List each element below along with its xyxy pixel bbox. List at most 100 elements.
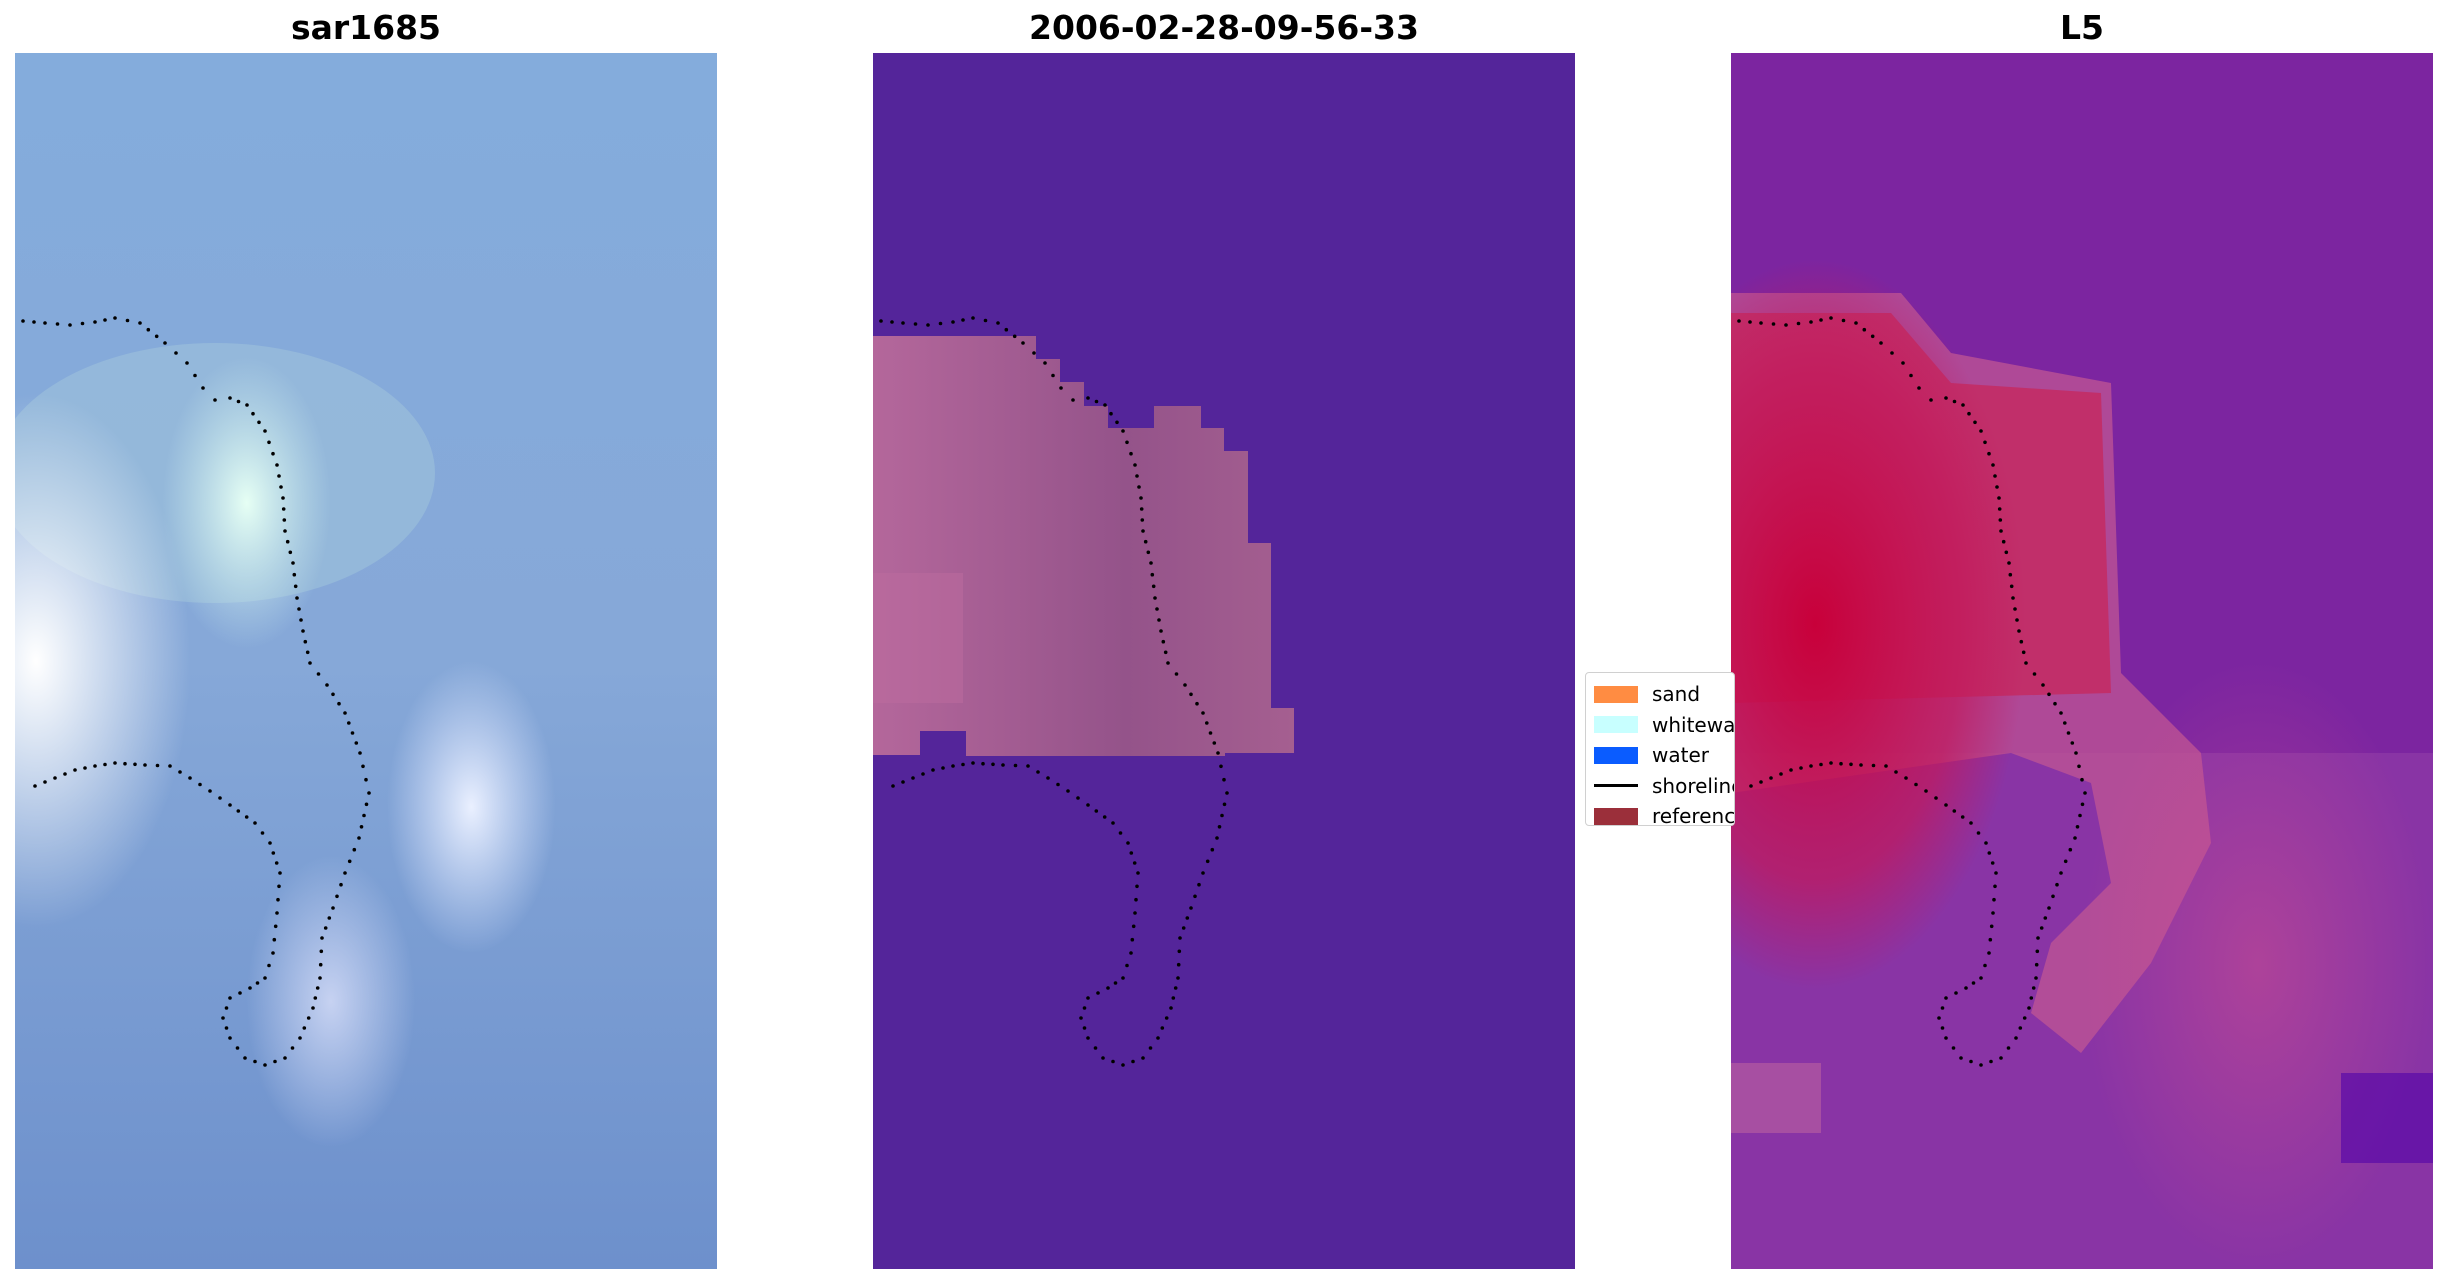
- shoreline-point: [1917, 386, 1921, 390]
- shoreline-point: [2031, 986, 2036, 990]
- shoreline-point: [255, 981, 260, 985]
- shoreline-point: [68, 323, 72, 327]
- shoreline-point: [901, 780, 905, 784]
- shoreline-point: [1871, 763, 1876, 768]
- shoreline-point: [2039, 926, 2044, 930]
- shoreline-point: [339, 882, 343, 887]
- shoreline-point: [941, 766, 945, 770]
- shoreline-point: [1937, 1016, 1941, 1020]
- shoreline-point: [1819, 318, 1823, 322]
- shoreline-point: [1086, 803, 1090, 807]
- shoreline-point: [163, 341, 167, 345]
- shoreline-point: [1208, 731, 1213, 735]
- shoreline-point: [311, 1006, 315, 1010]
- panel-title-date: 2006-02-28-09-56-33: [1029, 8, 1419, 47]
- shoreline-point: [146, 327, 151, 332]
- shoreline-point: [1999, 1056, 2003, 1060]
- shoreline-point: [1056, 782, 1060, 787]
- shoreline-point: [1984, 841, 1988, 845]
- shoreline-point: [2032, 672, 2037, 676]
- shoreline-point: [1051, 373, 1055, 378]
- shoreline-point: [1944, 803, 1948, 807]
- shoreline-point: [890, 320, 894, 324]
- shoreline-point: [271, 851, 276, 855]
- shoreline-point: [1126, 841, 1130, 845]
- shoreline-point: [1884, 764, 1888, 768]
- shoreline-point: [154, 334, 159, 339]
- shoreline-point: [1784, 323, 1788, 327]
- legend-swatch-reference: [1594, 807, 1638, 825]
- shoreline-point: [323, 926, 328, 930]
- shoreline-point: [1890, 351, 1894, 355]
- shoreline-point: [350, 731, 355, 735]
- shoreline-point: [1166, 661, 1170, 665]
- shoreline-point: [1111, 821, 1115, 825]
- shoreline-point: [43, 780, 47, 784]
- shoreline-point: [281, 496, 285, 500]
- legend-item-sand: sand: [1586, 679, 1734, 710]
- shoreline-point: [1131, 924, 1136, 929]
- shoreline-point: [1854, 321, 1858, 325]
- shoreline-point: [113, 761, 117, 765]
- shoreline-point: [335, 894, 339, 899]
- shoreline-point: [1136, 871, 1140, 875]
- legend-item-whitewater: whitewater: [1586, 710, 1734, 741]
- shoreline-point: [80, 321, 85, 326]
- shoreline-point: [2034, 962, 2039, 967]
- legend-swatch-water: [1594, 746, 1638, 764]
- shoreline-point: [224, 1006, 229, 1010]
- shoreline-point: [2063, 721, 2067, 725]
- shoreline-point: [1973, 420, 1977, 425]
- shoreline-point: [951, 764, 955, 768]
- shoreline-point: [901, 321, 905, 325]
- shoreline-point: [1160, 1026, 1165, 1030]
- shoreline-point: [1177, 949, 1182, 954]
- shoreline-point: [93, 764, 97, 768]
- shoreline-point: [2073, 836, 2077, 840]
- shoreline-point: [1121, 1063, 1125, 1067]
- shoreline-point: [1201, 711, 1205, 715]
- shoreline-point: [2053, 701, 2057, 706]
- legend: sand whitewater water shoreline referenc…: [1585, 672, 1735, 826]
- shoreline-point: [1914, 782, 1918, 787]
- legend-label: reference: [1652, 804, 1735, 826]
- shoreline-point: [1001, 763, 1005, 767]
- shoreline-point: [2077, 764, 2081, 769]
- shoreline-point: [1952, 809, 1957, 813]
- shoreline-point: [1189, 692, 1193, 697]
- shoreline-point: [1960, 815, 1965, 819]
- shoreline-point: [1829, 316, 1833, 320]
- shoreline-point: [1940, 1006, 1945, 1010]
- shoreline-point: [318, 962, 323, 967]
- shoreline-point: [2047, 692, 2051, 697]
- shoreline-point: [1983, 440, 1987, 445]
- shoreline-point: [1222, 777, 1226, 782]
- shoreline-point: [263, 429, 267, 433]
- shoreline-point: [1215, 836, 1219, 840]
- shoreline-point: [301, 629, 305, 633]
- shoreline-point: [55, 322, 60, 326]
- shoreline-point: [2043, 916, 2048, 920]
- shoreline-point: [320, 936, 324, 940]
- shoreline-point: [1129, 951, 1133, 955]
- shoreline-point: [2009, 584, 2014, 589]
- shoreline-point: [1994, 871, 1998, 875]
- shoreline-point: [1153, 596, 1157, 600]
- shoreline-point: [913, 322, 918, 326]
- panel-title-l5: L5: [2060, 8, 2104, 47]
- shoreline-point: [1222, 802, 1227, 807]
- shoreline-point: [1205, 859, 1210, 864]
- shoreline-point: [1859, 763, 1863, 767]
- shoreline-point: [2080, 777, 2084, 782]
- shoreline-point: [168, 764, 172, 768]
- shoreline-point: [125, 318, 130, 323]
- shoreline-point: [2047, 906, 2051, 910]
- shoreline-point: [1071, 398, 1075, 402]
- shoreline-point: [357, 836, 361, 840]
- shoreline-point: [2013, 607, 2017, 611]
- legend-label: shoreline: [1652, 773, 1735, 798]
- shoreline-point: [961, 762, 965, 767]
- shoreline-point: [1159, 629, 1163, 633]
- shoreline-point: [327, 916, 332, 920]
- shoreline-point: [1113, 981, 1118, 985]
